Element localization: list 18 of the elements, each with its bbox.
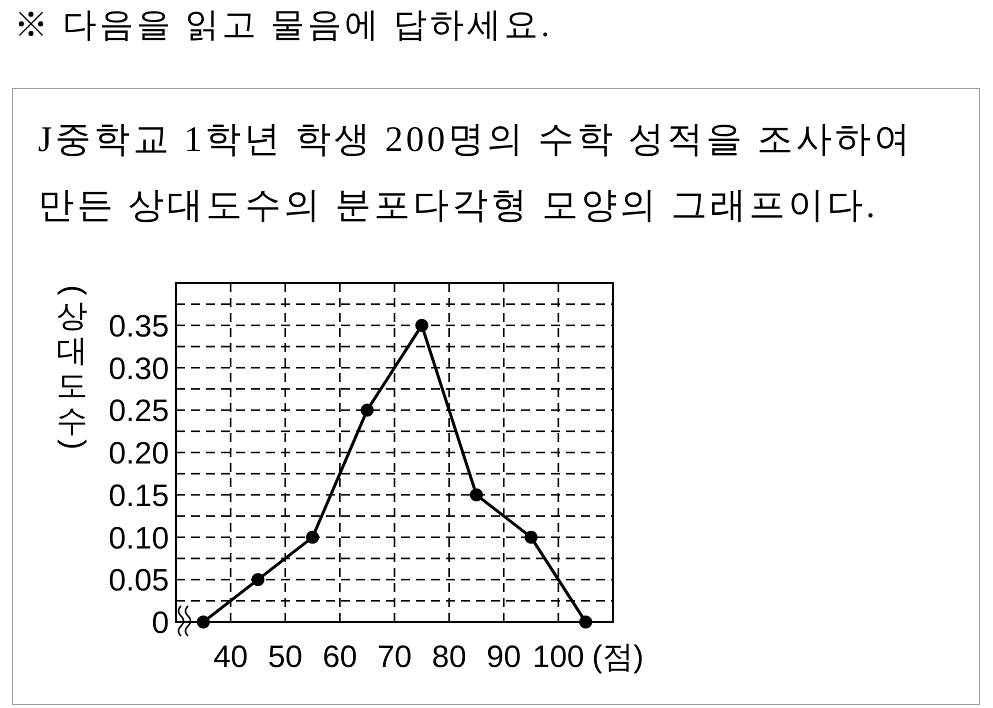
x-tick-label: 80 bbox=[432, 639, 466, 674]
y-tick-label: 0.35 bbox=[108, 308, 169, 344]
y-tick-label: 0 bbox=[152, 605, 169, 640]
y-tick-label: 0.10 bbox=[108, 520, 169, 556]
x-tick-label: 100 bbox=[532, 639, 584, 674]
y-tick-label: 0.20 bbox=[108, 436, 169, 470]
x-axis-title: (점) bbox=[592, 639, 644, 674]
x-tick-label: 50 bbox=[268, 639, 302, 674]
x-tick-label: 40 bbox=[213, 639, 248, 674]
y-tick-label: 0.15 bbox=[108, 478, 169, 513]
chart-subtitle: J중학교 1학년 학생 200명의 수학 성적을 조사하여 만든 상대도수의 분포다각형 모양의 그래프이다. bbox=[38, 118, 914, 227]
chart-title: ※ 다음을 읽고 물음에 답하세요. bbox=[14, 6, 552, 46]
y-tick-label: 0.25 bbox=[108, 393, 169, 428]
y-tick-label: 0.05 bbox=[108, 562, 169, 598]
x-tick-label: 60 bbox=[322, 639, 358, 674]
x-tick-label: 90 bbox=[486, 639, 521, 674]
x-tick-label: 70 bbox=[377, 639, 412, 674]
y-tick-label: 0.30 bbox=[108, 350, 169, 386]
